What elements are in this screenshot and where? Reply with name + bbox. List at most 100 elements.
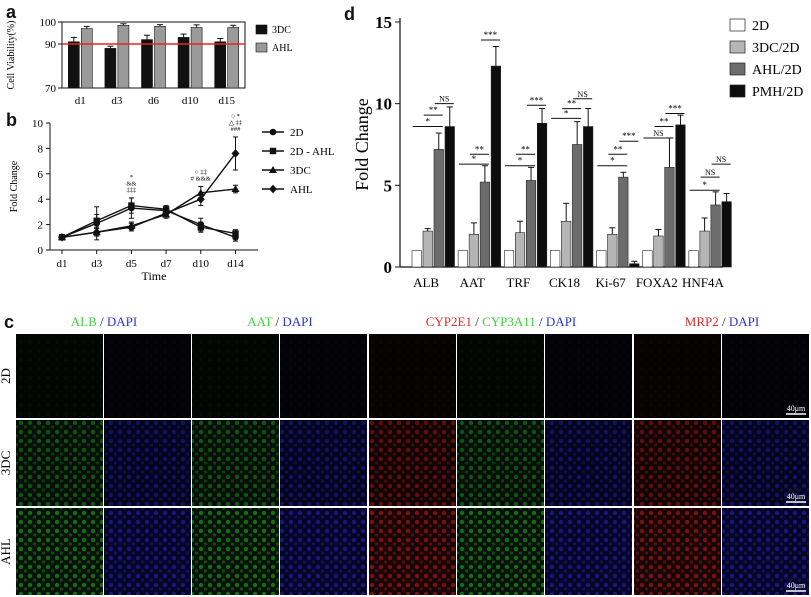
bar-PMH/2D-TRF	[536, 122, 548, 268]
x-tick-label-b: d7	[161, 258, 173, 270]
micrograph-tile-AHL-blue	[545, 508, 632, 595]
point-AHL-d3	[92, 227, 101, 237]
significance-label: NS	[716, 155, 726, 164]
panel-label-d: d	[344, 4, 355, 24]
bar-3DC-d1	[68, 41, 80, 89]
micrograph-channel-label: MRP2	[685, 314, 719, 329]
bar-AHL/2D-AAT	[479, 181, 490, 268]
y-tick-label-b: 10	[32, 118, 44, 130]
y-tick-label-b: 0	[38, 245, 44, 257]
chart-b-fold-change-time: 0 2 4 6 8 10 d1 d3 d5 d7 d10 d14 Time Fold Change *&&‡…	[9, 113, 335, 283]
significance-label: ***	[484, 30, 498, 40]
plot-frame-a	[61, 21, 246, 89]
micrograph-row-label-2D: 2D	[0, 368, 13, 384]
micrograph-channel-label: ALB	[71, 314, 97, 329]
y-tick-label-b: 2	[38, 220, 44, 232]
chart-a-cell-viability: 70 90 100 Cell Viability(%) d1 d3 d6 d10 d15 3DC A…	[6, 17, 293, 107]
legend-label-b: 2D - AHL	[290, 146, 335, 158]
bar-3DC/2D-FOXA2	[653, 235, 664, 268]
significance-annotation-b: △ ‡‡	[229, 119, 243, 126]
micrograph-tile-3DC-blue	[104, 420, 191, 506]
micrograph-tile-2D-blue	[722, 334, 809, 418]
x-tick-label-b: d5	[126, 258, 138, 270]
micrograph-tile-3DC-green	[192, 420, 279, 506]
x-tick-label-b: d14	[227, 258, 244, 270]
bar-2D-HNF4A	[688, 250, 699, 268]
micrograph-grid: ALB / DAPI AAT / DAPI CYP2E1 / CYP3A11 / D…	[0, 314, 809, 595]
point-AHL-d5	[127, 222, 136, 232]
point-2D - AHL-d14	[232, 230, 239, 237]
micrograph-tile-AHL-red	[369, 508, 456, 595]
micrograph-tile-3DC-red	[369, 420, 456, 506]
y-tick-label-d: 15	[375, 13, 392, 32]
legend-label-d: PMH/2D	[752, 85, 803, 100]
micrograph-channel-label: AAT	[247, 314, 272, 329]
micrograph-channel-label: DAPI	[107, 314, 137, 329]
significance-label: ***	[530, 95, 544, 105]
bar-PMH/2D-AAT	[490, 65, 501, 268]
bar-PMH/2D-FOXA2	[675, 124, 686, 268]
bar-AHL/2D-HNF4A	[710, 204, 721, 268]
significance-label: *	[426, 117, 431, 127]
significance-annotation-b: ‡‡‡	[127, 187, 138, 194]
bar-3DC/2D-CK18	[561, 220, 572, 268]
y-axis-label-d: Fold Change	[352, 98, 372, 191]
micrograph-tile-3DC-green	[16, 420, 103, 506]
significance-annotation-b: ○ *	[231, 113, 240, 120]
point-2D - AHL-d3	[93, 217, 100, 224]
micrograph-group-label-2: CYP2E1 / CYP3A11 / DAPI	[426, 314, 577, 329]
legend-label-d: 3DC/2D	[752, 41, 799, 56]
x-tick-label-d: ALB	[413, 275, 439, 290]
significance-label: *	[472, 154, 477, 164]
micrograph-tile-2D-blue	[104, 334, 191, 418]
scale-bar-label: 40μm	[787, 404, 806, 413]
legend-label-b: 3DC	[290, 165, 311, 177]
bar-2D-Ki-67	[596, 250, 607, 268]
bar-3DC/2D-ALB	[422, 230, 433, 268]
legend-swatch-d	[729, 84, 746, 98]
micrograph-tile-AHL-blue	[722, 508, 809, 595]
significance-label: **	[521, 144, 531, 154]
bar-AHL-d3	[117, 24, 130, 89]
bar-2D-CK18	[550, 250, 561, 268]
legend-swatch-a	[255, 24, 268, 35]
micrograph-channel-label: /	[272, 314, 282, 329]
significance-annotation-b: ○ ‡‡	[195, 169, 208, 176]
bar-2D-TRF	[503, 250, 515, 268]
legend-marker-b	[269, 147, 277, 155]
x-tick-label-a: d6	[148, 95, 160, 107]
micrograph-tile-AHL-green	[16, 508, 103, 595]
x-tick-label-a: d3	[111, 95, 123, 107]
significance-annotation-b: *	[130, 174, 133, 181]
significance-label: **	[429, 105, 439, 115]
x-tick-label-d: CK18	[549, 275, 580, 290]
bar-3DC-d3	[104, 48, 117, 89]
bar-AHL-d10	[190, 27, 203, 89]
micrograph-channel-label: CYP3A11	[482, 314, 536, 329]
y-tick-label-d: 5	[384, 176, 393, 195]
bar-AHL/2D-ALB	[433, 149, 444, 268]
chart-d-fold-change-markers: 0 5 10 15 Fold Change ALB AAT TRF CK18 Ki-67 FOXA2…	[352, 13, 803, 290]
bar-3DC-d6	[141, 39, 153, 89]
legend-marker-b	[269, 128, 277, 136]
bar-AHL-d6	[154, 26, 166, 89]
x-tick-label-a: d15	[218, 95, 235, 107]
legend-swatch-d	[729, 40, 746, 54]
y-tick-label-b: 4	[38, 194, 44, 206]
legend-label-a: AHL	[272, 43, 293, 54]
micrograph-channel-label: DAPI	[546, 314, 576, 329]
micrograph-group-label-1: AAT / DAPI	[247, 314, 313, 329]
significance-label: NS	[439, 95, 449, 104]
micrograph-tile-2D-green	[457, 334, 544, 418]
micrograph-channel-label: /	[472, 314, 482, 329]
bar-AHL/2D-CK18	[572, 144, 583, 268]
bar-AHL/2D-Ki-67	[618, 176, 629, 268]
panel-label-c: c	[4, 312, 15, 332]
significance-label: NS	[705, 168, 715, 177]
y-tick-label-b: 6	[38, 169, 44, 181]
micrograph-tile-AHL-green	[192, 508, 279, 595]
micrograph-tile-3DC-green	[457, 420, 544, 506]
bar-3DC/2D-Ki-67	[607, 234, 618, 268]
x-tick-label-d: TRF	[506, 275, 530, 290]
significance-label: **	[567, 99, 577, 109]
